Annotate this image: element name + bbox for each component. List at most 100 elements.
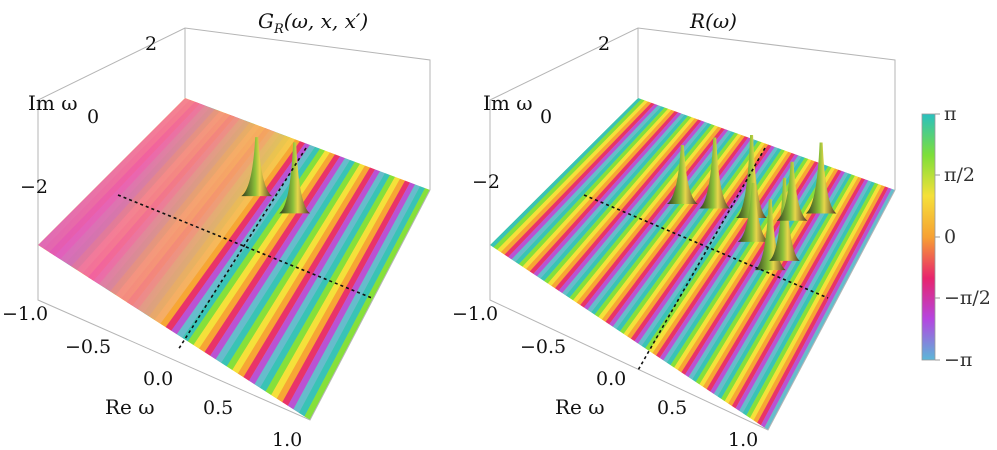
- phase-band: [526, 98, 703, 298]
- phase-band: [595, 118, 766, 346]
- surface-peak: [241, 137, 273, 197]
- x-tick: 0.0: [596, 368, 626, 390]
- phase-band: [213, 141, 373, 391]
- phase-band: [497, 98, 676, 278]
- colorbar-gradient: [921, 113, 936, 361]
- phase-band: [490, 98, 670, 273]
- phase-band: [649, 134, 816, 384]
- y-tick: 2: [598, 33, 610, 55]
- x-tick: 1.0: [728, 429, 758, 450]
- colorbar-label: 0: [944, 226, 956, 248]
- phase-band: [693, 147, 855, 414]
- panel-title: GR(ω, x, x′): [258, 9, 368, 37]
- phase-band: [609, 123, 779, 356]
- phase-band: [737, 160, 895, 430]
- dashed-axes: [117, 147, 373, 351]
- phase-band: [225, 144, 383, 399]
- phase-band: [185, 132, 349, 372]
- phase-band: [515, 98, 693, 290]
- title-args: (ω, x, x′): [284, 9, 368, 33]
- phase-band: [180, 131, 344, 369]
- title-args: (ω): [705, 9, 737, 33]
- phase-band: [602, 120, 772, 351]
- phase-band: [697, 148, 859, 417]
- phase-band: [507, 98, 686, 285]
- colorbar-label: π: [944, 103, 957, 125]
- phase-band: [653, 135, 819, 386]
- phase-band: [606, 122, 776, 354]
- x-tick: −0.5: [65, 336, 111, 358]
- phase-band: [157, 124, 324, 354]
- smooth-phase-region: [38, 98, 296, 324]
- phase-band: [740, 161, 895, 430]
- panel-response-function: R(ω) 2 0 −2 Im ω −1.0 −0.5 0.0 0.5 1.0: [452, 9, 896, 450]
- phase-band: [230, 146, 388, 402]
- phase-band: [270, 158, 423, 420]
- phase-band: [642, 132, 809, 379]
- dashed-line-im-zero: [117, 194, 373, 299]
- phase-band: [748, 163, 895, 430]
- panel-title: R(ω): [689, 9, 737, 33]
- x-axis-label: Re ω: [555, 395, 605, 419]
- dashed-line-re-zero: [177, 147, 307, 351]
- surface-peaks: [241, 137, 311, 214]
- colorbar-label: −π: [944, 349, 972, 371]
- phase-band: [598, 119, 769, 349]
- phase-band: [548, 104, 723, 313]
- phase-band: [191, 134, 354, 376]
- y-axis-label: Im ω: [483, 91, 533, 115]
- surface-peak: [279, 142, 311, 214]
- phase-band: [733, 159, 892, 430]
- phase-band: [682, 144, 845, 407]
- phase-band: [704, 151, 865, 422]
- phase-band: [236, 148, 393, 406]
- phase-band: [202, 138, 363, 384]
- x-tick: 0.5: [657, 397, 687, 419]
- phase-band: [711, 153, 872, 427]
- phase-band: [718, 155, 878, 430]
- y-tick: 0: [540, 106, 552, 128]
- surface-peaks: [666, 135, 837, 271]
- phase-band: [490, 98, 660, 265]
- phase-band: [646, 133, 812, 381]
- phase-band: [569, 111, 743, 328]
- bounding-box-back: [489, 27, 896, 245]
- phase-surface: [38, 98, 430, 420]
- phase-band: [744, 162, 895, 430]
- phase-band: [573, 112, 746, 331]
- phase-band: [292, 165, 430, 420]
- bounding-box-back: [37, 27, 431, 245]
- phase-band: [275, 160, 428, 420]
- phase-band: [540, 102, 716, 308]
- y-tick: 0: [87, 106, 99, 128]
- surface-peak: [805, 142, 837, 214]
- x-tick: 1.0: [272, 429, 302, 450]
- phase-band: [591, 117, 763, 343]
- phase-band: [500, 98, 680, 280]
- phase-band: [537, 101, 713, 306]
- y-axis-label: Im ω: [28, 91, 78, 115]
- y-tick: −2: [472, 171, 500, 193]
- phase-band: [562, 109, 736, 323]
- phase-band: [566, 110, 739, 326]
- phase-band: [163, 126, 329, 357]
- x-tick: 0.5: [203, 397, 233, 419]
- phase-band: [686, 145, 849, 409]
- x-tick: −0.5: [520, 336, 566, 358]
- phase-colorbar: π π/2 0 −π/2 −π: [921, 103, 991, 371]
- surface-peak: [699, 137, 731, 209]
- y-tick: 2: [145, 33, 157, 55]
- phase-band: [722, 156, 882, 430]
- phase-band: [258, 155, 413, 420]
- phase-band: [490, 98, 663, 268]
- phase-band: [504, 98, 683, 283]
- phase-band: [638, 131, 806, 376]
- phase-band: [708, 152, 868, 424]
- bounding-box-front: [37, 189, 431, 421]
- title-symbol: G: [258, 9, 274, 33]
- bounding-box-front: [489, 189, 896, 431]
- phase-band: [522, 98, 700, 296]
- surface-peak: [754, 199, 786, 271]
- phase-band: [529, 99, 706, 301]
